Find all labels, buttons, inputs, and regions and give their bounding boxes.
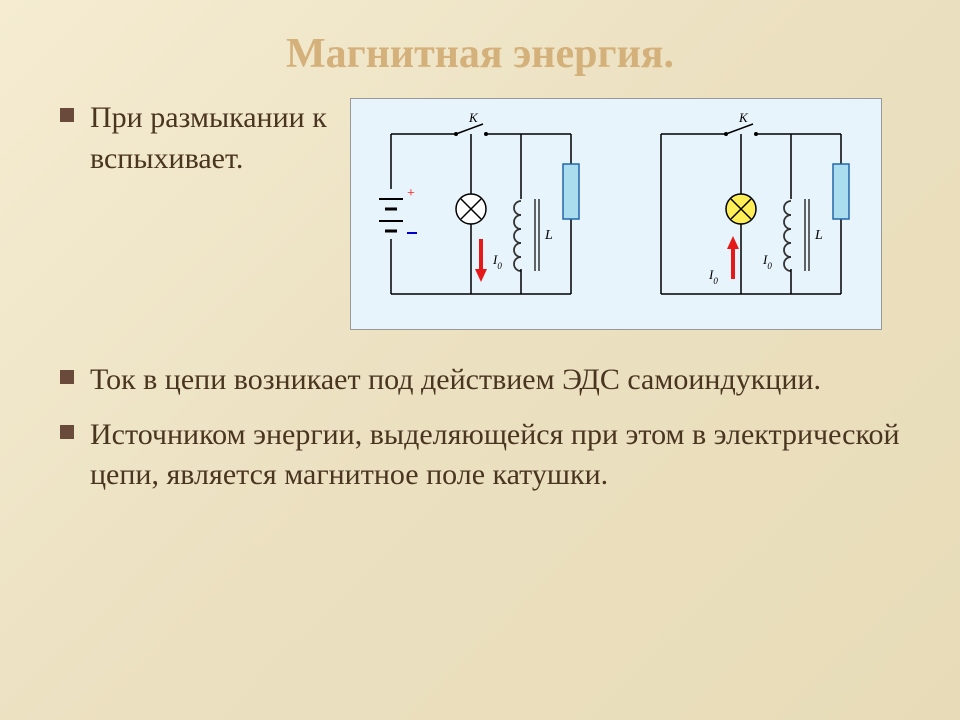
top-bullet-text: При размыкании к вспыхивает. (90, 98, 380, 179)
circuit-2: K L I0 I0 (631, 109, 871, 319)
bullet-text-2: Источником энергии, выделяющейся при это… (90, 415, 900, 496)
bullet-row: При размыкании к вспыхивает. (60, 98, 380, 179)
svg-text:K: K (738, 110, 749, 125)
bullet-marker (60, 108, 74, 122)
top-text-block: При размыкании к вспыхивает. (60, 98, 380, 193)
slide-content: При размыкании к вспыхивает. K + L I0 K L I0 I… (0, 98, 960, 496)
svg-text:L: L (814, 228, 823, 243)
top-block: При размыкании к вспыхивает. K + L I0 K L I0 I… (60, 98, 900, 330)
svg-text:I0: I0 (762, 252, 772, 271)
circuit-diagram-box: K + L I0 K L I0 I0 (350, 98, 882, 330)
svg-text:I0: I0 (708, 267, 718, 286)
svg-text:+: + (407, 186, 415, 201)
circuit-1: K + L I0 (361, 109, 601, 319)
bullet-marker (60, 370, 74, 384)
bullet-row: Источником энергии, выделяющейся при это… (60, 415, 900, 496)
bullet-marker (60, 425, 74, 439)
bullet-row: Ток в цепи возникает под действием ЭДС с… (60, 360, 900, 401)
svg-text:K: K (468, 110, 479, 125)
bullet-text-1: Ток в цепи возникает под действием ЭДС с… (90, 360, 821, 401)
svg-text:I0: I0 (492, 252, 502, 271)
slide-title: Магнитная энергия. (0, 0, 960, 98)
svg-text:L: L (544, 228, 553, 243)
